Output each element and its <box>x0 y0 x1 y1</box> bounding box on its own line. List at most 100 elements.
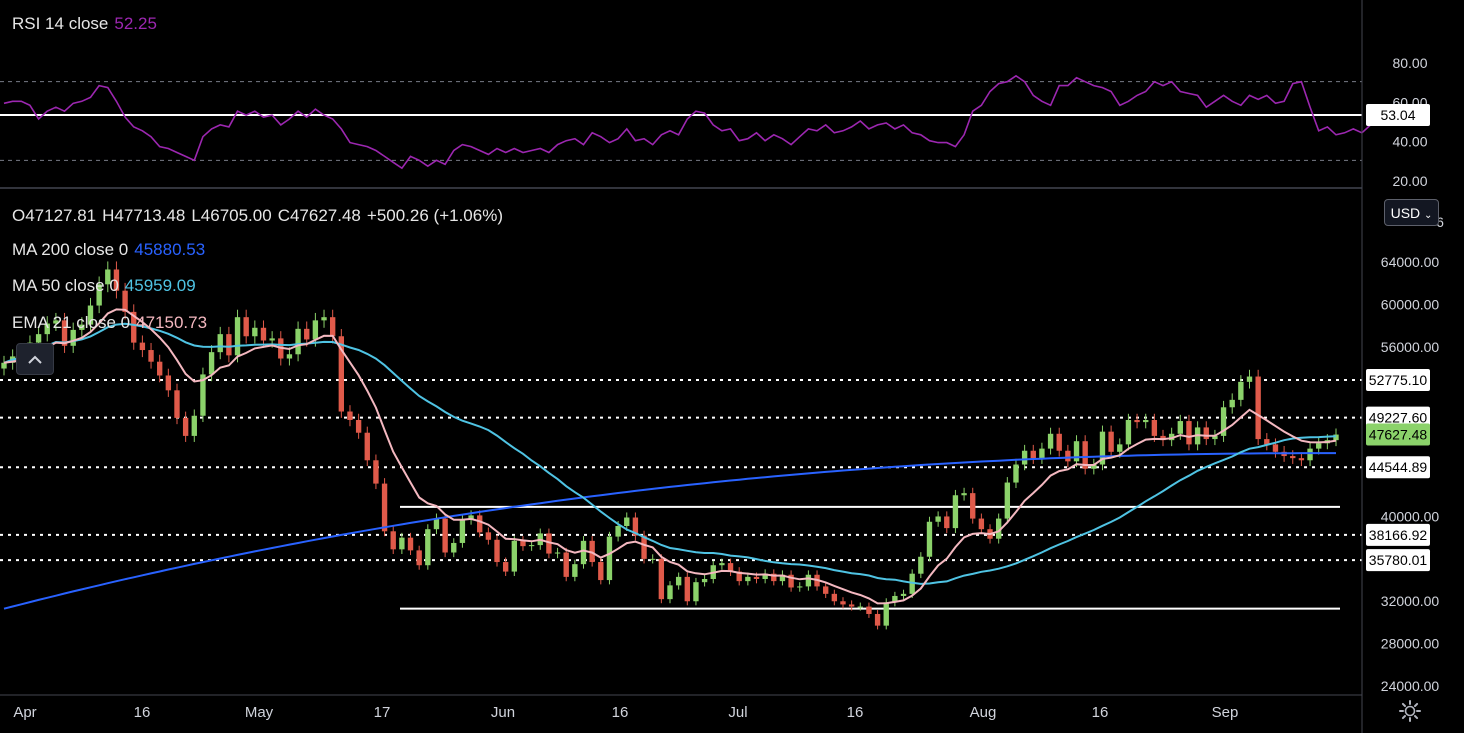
candle-body <box>1143 420 1149 423</box>
candle-body <box>1 362 7 369</box>
candle-body <box>624 517 630 526</box>
ma50-legend-value: 45959.09 <box>124 276 196 295</box>
candle-body <box>606 536 613 581</box>
candle-body <box>1004 482 1011 519</box>
candle-body <box>589 540 595 563</box>
candle-body <box>226 334 232 356</box>
candle-body <box>1160 435 1166 441</box>
candle-body <box>675 576 682 586</box>
candle-body <box>286 354 293 359</box>
candle-body <box>217 334 223 353</box>
candle-body <box>1134 420 1140 423</box>
candle-body <box>338 336 345 412</box>
candle-body <box>87 305 94 325</box>
candle-body <box>148 350 154 362</box>
gear-icon[interactable] <box>1398 699 1422 723</box>
candle-body <box>667 585 673 600</box>
chevron-up-icon <box>28 355 42 364</box>
time-axis-label: May <box>245 704 274 721</box>
price-axis-tick: 24000.00 <box>1381 678 1440 694</box>
level-tag-text: 52775.10 <box>1369 372 1428 388</box>
candle-body <box>1117 444 1123 452</box>
candle-body <box>1099 431 1106 465</box>
candle-body <box>615 526 621 537</box>
ma200-legend-label: MA 200 close 0 <box>12 240 129 259</box>
candle-body <box>1220 407 1227 436</box>
candle-body <box>935 516 941 522</box>
candle-body <box>1056 433 1062 451</box>
candle-body <box>502 562 509 572</box>
candle-body <box>1255 376 1261 440</box>
candle-body <box>1073 441 1080 462</box>
collapse-legend-button[interactable] <box>16 343 54 375</box>
candle-body <box>442 518 448 553</box>
level-tag-text: 49227.60 <box>1369 410 1428 426</box>
ohlc-low: L46705.00 <box>191 206 272 225</box>
price-axis-tick: 56000.00 <box>1381 339 1440 355</box>
price-axis-tick-partial: 6 <box>1436 214 1444 230</box>
candle-body <box>243 317 249 337</box>
ema21-legend-label: EMA 21 close 0 <box>12 313 131 332</box>
candle-body <box>788 574 794 588</box>
chevron-down-icon: ⌄ <box>1424 210 1433 221</box>
candle-body <box>961 493 967 496</box>
candle-body <box>632 517 639 536</box>
candle-body <box>1272 444 1279 452</box>
candle-body <box>494 539 500 563</box>
candle-body <box>381 483 388 532</box>
candle-body <box>1091 464 1097 469</box>
price-axis-tick: 28000.00 <box>1381 636 1440 652</box>
ohlc-close: C47627.48 <box>277 206 361 225</box>
candle-body <box>719 563 725 566</box>
rsi-current-tag-text: 53.04 <box>1380 107 1415 123</box>
candle-body <box>658 558 665 600</box>
candle-body <box>165 375 172 391</box>
candle-body <box>252 327 258 337</box>
candle-body <box>857 606 863 608</box>
candle-body <box>840 601 846 605</box>
candle-body <box>771 573 777 582</box>
candle-body <box>944 516 950 529</box>
currency-selector[interactable]: USD ⌄ <box>1384 199 1439 226</box>
candle-body <box>866 606 872 614</box>
rsi-axis-tick: 40.00 <box>1392 134 1427 150</box>
candle-body <box>79 324 85 330</box>
candle-body <box>572 564 578 577</box>
candle-body <box>459 519 466 543</box>
price-axis-tick: 60000.00 <box>1381 296 1440 312</box>
candle-body <box>373 460 379 484</box>
candle-body <box>823 586 829 594</box>
price-axis-tick: 32000.00 <box>1381 593 1440 609</box>
candle-body <box>684 576 690 602</box>
candle-body <box>745 576 751 582</box>
candle-body <box>174 390 180 418</box>
candle-body <box>1168 433 1175 441</box>
candle-body <box>329 317 336 337</box>
candle-body <box>762 573 768 579</box>
candle-body <box>1264 439 1270 445</box>
candle-body <box>693 582 699 602</box>
rsi-current-tag <box>1366 104 1430 127</box>
candle-body <box>407 537 414 551</box>
candle-body <box>416 550 422 566</box>
candle-body <box>1065 450 1071 462</box>
time-axis-label: 16 <box>847 704 864 721</box>
candle-body <box>425 529 431 566</box>
candle-body <box>701 579 708 583</box>
candle-body <box>1151 420 1158 436</box>
level-tag-text: 44544.89 <box>1369 459 1428 475</box>
price-axis-tick: 40000.00 <box>1381 508 1440 524</box>
ohlc-readout: O47127.81 H47713.48 L46705.00 C47627.48 +500… <box>12 206 509 226</box>
ma50-line <box>3 322 1337 585</box>
candle-body <box>1186 421 1192 445</box>
level-tag <box>1366 549 1430 572</box>
candle-body <box>1203 427 1209 440</box>
candle-body <box>304 328 310 340</box>
candle-body <box>952 495 959 529</box>
candle-body <box>295 328 301 355</box>
candle-body <box>1125 420 1132 445</box>
candle-body <box>122 290 128 312</box>
time-axis-label: Jul <box>728 704 747 721</box>
candle-body <box>874 613 881 626</box>
